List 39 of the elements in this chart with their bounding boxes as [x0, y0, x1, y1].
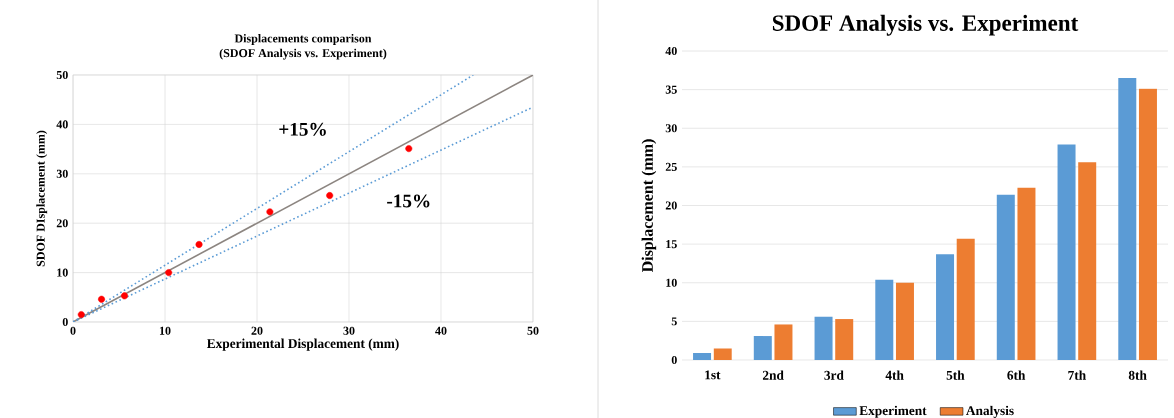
x-tick-label: 20 — [251, 326, 263, 335]
chart-title: Displacements comparison — [234, 34, 372, 45]
x-tick-label: 10 — [159, 326, 171, 335]
y-tick-label: 30 — [665, 124, 677, 133]
y-tick-label: 10 — [57, 268, 68, 277]
x-tick-label: 50 — [527, 326, 539, 335]
x-tick-label: 8th — [1128, 370, 1147, 380]
x-tick-label: 3rd — [824, 370, 844, 380]
y-tick-label: 25 — [665, 162, 677, 171]
x-tick-label: 5th — [946, 370, 965, 380]
y-tick-label: 40 — [665, 46, 677, 56]
annotation: +15% — [279, 122, 326, 136]
x-axis-title: Experimental Displacement (mm) — [206, 338, 399, 351]
annotation: -15% — [387, 194, 430, 208]
chart-subtitle: (SDOF Analysis vs. Experiment) — [219, 48, 387, 60]
y-axis-title: Displacement (mm) — [641, 139, 657, 273]
y-tick-label: 40 — [56, 120, 68, 129]
x-tick-label: 1st — [705, 370, 721, 380]
x-tick-label: 4th — [885, 370, 904, 380]
x-tick-label: 7th — [1068, 370, 1086, 380]
y-tick-label: 5 — [671, 317, 677, 326]
y-tick-label: 30 — [56, 169, 68, 178]
y-tick-label: 15 — [666, 240, 677, 249]
x-tick-label: 30 — [343, 326, 355, 335]
x-tick-label: 2nd — [762, 370, 784, 380]
legend-label: Experiment — [859, 405, 927, 418]
y-axis-title: SDOF DIsplacement (mm) — [36, 130, 48, 267]
legend-label: Analysis — [966, 405, 1014, 418]
x-tick-label: 40 — [435, 326, 447, 335]
x-tick-label: 0 — [70, 326, 76, 335]
x-tick-label: 6th — [1007, 370, 1026, 380]
y-tick-label: 20 — [56, 219, 68, 228]
y-tick-label: 0 — [62, 317, 68, 327]
y-tick-label: 0 — [671, 355, 677, 365]
chart-title: SDOF Analysis vs. Experiment — [772, 14, 1079, 36]
y-tick-label: 10 — [666, 278, 677, 287]
y-tick-label: 50 — [56, 70, 68, 80]
y-tick-label: 35 — [665, 85, 677, 94]
y-tick-label: 20 — [665, 201, 677, 210]
